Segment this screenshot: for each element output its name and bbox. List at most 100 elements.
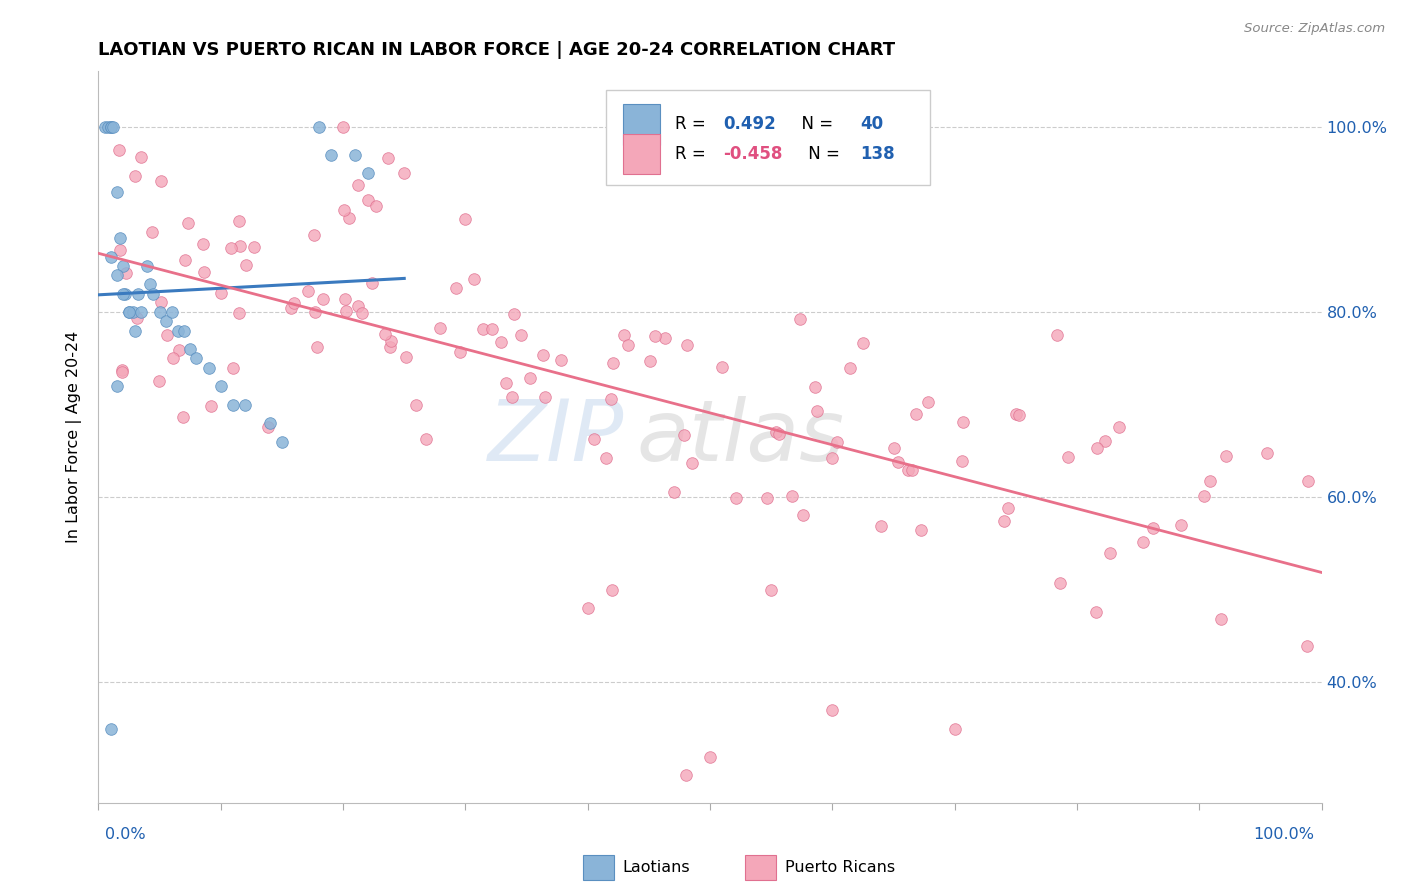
Point: [1049, 576, 1071, 591]
Point: [319, 147, 342, 161]
Point: [1142, 521, 1164, 535]
Point: [489, 335, 512, 350]
Point: [1296, 475, 1319, 489]
Point: [502, 307, 524, 321]
Point: [533, 390, 555, 404]
Point: [780, 489, 803, 503]
Point: [141, 225, 163, 239]
Point: [129, 305, 152, 319]
Point: [118, 305, 141, 319]
Point: [756, 491, 779, 505]
Point: [904, 407, 927, 421]
Point: [173, 324, 195, 338]
Point: [481, 322, 503, 336]
Point: [124, 169, 146, 183]
Point: [917, 395, 939, 409]
Point: [160, 305, 183, 319]
Point: [114, 286, 136, 301]
Point: [1199, 474, 1222, 488]
Point: [761, 582, 783, 597]
Point: [100, 120, 122, 134]
Point: [395, 351, 418, 365]
Text: atlas: atlas: [637, 395, 845, 479]
Text: ZIP: ZIP: [488, 395, 624, 479]
Point: [852, 336, 875, 351]
Point: [724, 491, 747, 505]
Point: [148, 374, 170, 388]
Point: [444, 281, 467, 295]
Point: [415, 432, 437, 446]
Point: [675, 768, 697, 782]
Y-axis label: In Labor Force | Age 20-24: In Labor Force | Age 20-24: [66, 331, 83, 543]
Point: [307, 340, 329, 354]
Point: [235, 259, 257, 273]
Point: [105, 268, 128, 282]
Point: [186, 351, 208, 366]
Point: [167, 324, 190, 338]
Text: Laotians: Laotians: [623, 861, 690, 875]
Point: [222, 360, 245, 375]
Point: [333, 203, 356, 218]
Point: [870, 519, 893, 533]
Point: [550, 352, 572, 367]
Point: [993, 514, 1015, 528]
Point: [676, 338, 699, 352]
Point: [270, 434, 294, 449]
Point: [200, 399, 222, 413]
Point: [886, 454, 908, 468]
Point: [350, 306, 373, 320]
Point: [167, 343, 190, 358]
Point: [1099, 546, 1122, 560]
Point: [297, 284, 319, 298]
Text: R =: R =: [675, 115, 710, 134]
Point: [710, 360, 733, 375]
Point: [1132, 535, 1154, 549]
Text: R =: R =: [675, 145, 710, 162]
Point: [179, 342, 201, 356]
Point: [617, 338, 640, 352]
Point: [1108, 420, 1130, 434]
Point: [111, 259, 134, 273]
Point: [900, 463, 922, 477]
Point: [768, 427, 790, 442]
Point: [374, 327, 396, 342]
Point: [1084, 605, 1107, 619]
Text: LAOTIAN VS PUERTO RICAN IN LABOR FORCE | AGE 20-24 CORRELATION CHART: LAOTIAN VS PUERTO RICAN IN LABOR FORCE |…: [98, 41, 896, 59]
Point: [100, 722, 122, 736]
Point: [344, 147, 367, 161]
Point: [308, 120, 330, 134]
Point: [1005, 407, 1028, 421]
Point: [347, 299, 370, 313]
Point: [897, 463, 920, 477]
Point: [155, 328, 177, 343]
Text: Puerto Ricans: Puerto Ricans: [785, 861, 894, 875]
Bar: [623, 134, 659, 174]
Point: [228, 306, 250, 320]
Point: [602, 356, 624, 370]
Point: [405, 398, 427, 412]
Point: [531, 348, 554, 362]
Point: [366, 198, 388, 212]
Text: N =: N =: [803, 145, 845, 162]
Point: [155, 314, 177, 328]
Point: [177, 216, 200, 230]
Point: [139, 277, 162, 292]
Point: [125, 311, 148, 326]
Point: [100, 120, 122, 134]
Point: [105, 185, 128, 199]
Point: [356, 166, 378, 180]
Point: [449, 344, 471, 359]
Point: [699, 749, 721, 764]
Point: [193, 236, 215, 251]
Point: [804, 380, 827, 394]
Point: [613, 327, 636, 342]
Text: Source: ZipAtlas.com: Source: ZipAtlas.com: [1244, 22, 1385, 36]
Point: [302, 227, 325, 242]
Point: [654, 331, 676, 345]
Point: [121, 305, 143, 319]
Text: -0.458: -0.458: [724, 145, 783, 162]
Point: [142, 286, 165, 301]
Point: [101, 120, 124, 134]
Point: [162, 351, 184, 365]
Point: [806, 403, 828, 417]
